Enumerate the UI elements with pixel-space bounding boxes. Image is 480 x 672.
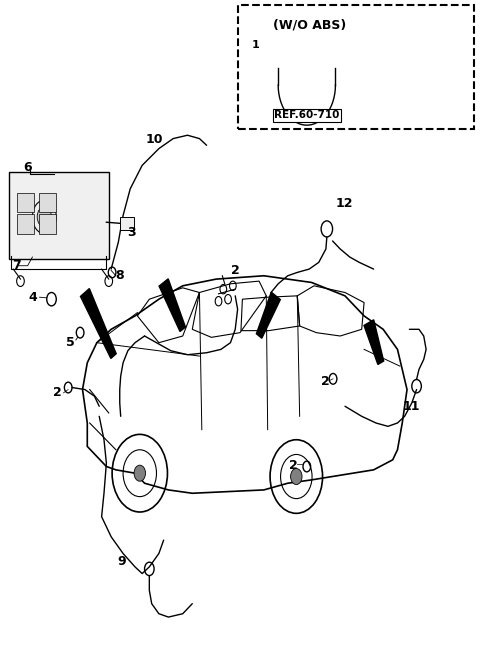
- Text: 9: 9: [117, 555, 126, 568]
- Text: 7: 7: [12, 259, 21, 272]
- Circle shape: [290, 468, 302, 485]
- Text: 8: 8: [115, 269, 124, 282]
- FancyBboxPatch shape: [17, 214, 34, 234]
- FancyBboxPatch shape: [120, 217, 133, 230]
- Text: 12: 12: [336, 197, 353, 210]
- Text: (W/O ABS): (W/O ABS): [274, 18, 347, 32]
- Polygon shape: [256, 292, 280, 338]
- Text: 6: 6: [24, 161, 32, 174]
- Text: 5: 5: [66, 336, 75, 349]
- Text: 11: 11: [402, 400, 420, 413]
- Text: 2: 2: [289, 459, 298, 472]
- FancyBboxPatch shape: [238, 5, 474, 128]
- Polygon shape: [364, 320, 384, 364]
- FancyBboxPatch shape: [38, 193, 56, 212]
- Text: 10: 10: [145, 134, 163, 146]
- Text: 3: 3: [127, 226, 135, 239]
- Text: 2: 2: [321, 375, 329, 388]
- FancyBboxPatch shape: [17, 193, 34, 212]
- FancyBboxPatch shape: [38, 214, 56, 234]
- Circle shape: [37, 207, 51, 227]
- Text: 2: 2: [53, 386, 62, 399]
- Polygon shape: [159, 279, 185, 331]
- Text: 1: 1: [252, 40, 259, 50]
- Text: 4: 4: [28, 292, 37, 304]
- Polygon shape: [81, 288, 116, 358]
- Circle shape: [134, 465, 145, 481]
- Text: REF.60-710: REF.60-710: [274, 110, 339, 120]
- FancyBboxPatch shape: [9, 172, 109, 259]
- Text: 2: 2: [231, 264, 240, 277]
